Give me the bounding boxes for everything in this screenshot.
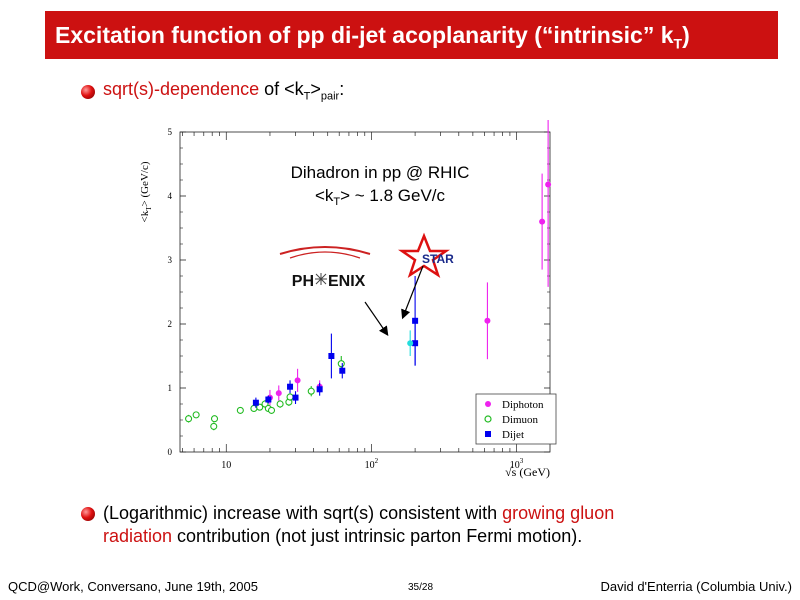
bullet-2-line2: contribution (not just intrinsic parton …: [172, 526, 583, 546]
dijet-point: [252, 399, 259, 406]
dijet-point: [287, 383, 294, 390]
diphoton-point: [484, 317, 491, 324]
chart-legend: Diphoton Dimuon Dijet: [475, 393, 557, 445]
footer-right: David d'Enterria (Columbia Univ.): [600, 579, 792, 594]
annotation-dihadron-line1: Dihadron in pp @ RHIC: [291, 163, 470, 182]
slide-title: Excitation function of pp di-jet acoplan…: [45, 11, 778, 59]
phenix-logo-arc: [279, 246, 371, 255]
slide-title-text: Excitation function of pp di-jet acoplan…: [55, 22, 674, 48]
bullet-1-sub1: T: [303, 90, 311, 103]
bullet-icon: [81, 507, 95, 521]
slide-title-subscript: T: [673, 35, 683, 52]
dimuon-point: [210, 422, 218, 430]
dimuon-point: [267, 406, 276, 414]
phenix-logo-text-a: PH: [292, 273, 314, 290]
bullet-1-part3: >: [310, 79, 321, 99]
x-tick-label: 102: [365, 457, 379, 471]
y-tick-label: 2: [168, 319, 173, 329]
legend-marker-diphoton: [485, 401, 491, 407]
phenix-logo: PH ENIX: [279, 246, 371, 290]
dimuon-point: [337, 360, 345, 368]
slide-title-close: ): [682, 22, 690, 48]
phenix-logo-burst: [315, 273, 327, 285]
dihadron-in-pp-rhic-point: [407, 340, 414, 347]
chart-data-layer: [185, 120, 552, 431]
dimuon-point: [276, 400, 284, 408]
bullet-icon: [81, 85, 95, 99]
annotation-line2-b: > ~ 1.8 GeV/c: [340, 186, 445, 205]
phenix-logo-arc-inner: [289, 251, 361, 259]
diphoton-point: [545, 181, 552, 188]
star-logo: STAR: [397, 232, 454, 278]
y-tick-label: 4: [168, 191, 173, 201]
diphoton-point: [294, 377, 301, 384]
phenix-logo-text-b: ENIX: [328, 273, 366, 290]
x-tick-exponent: 2: [375, 457, 379, 465]
y-axis-label: <kT> (GeV/c): [139, 161, 153, 222]
footer-left: QCD@Work, Conversano, June 19th, 2005: [8, 579, 258, 594]
y-axis-label-sub: T: [145, 206, 153, 211]
y-tick-label: 3: [168, 255, 173, 265]
y-tick-label: 0: [168, 447, 173, 457]
dijet-point: [412, 317, 419, 324]
diphoton-point: [275, 390, 282, 397]
legend-marker-dimuon: [484, 415, 492, 423]
bullet-2-highlight-2: radiation: [103, 526, 173, 546]
annotation-line2-a: <k: [315, 186, 334, 205]
legend-marker-dijet: [485, 431, 491, 437]
y-axis-label-tail: > (GeV/c): [139, 161, 151, 206]
legend-label-diphoton: Diphoton: [502, 399, 544, 411]
dimuon-point: [210, 415, 219, 423]
diphoton-point: [539, 218, 546, 225]
dijet-point: [328, 353, 335, 359]
phenix-arrow: [364, 301, 389, 336]
bullet-1-part4: :: [339, 79, 345, 99]
dijet-point: [292, 394, 299, 401]
annotation-dihadron-line2: <kT> ~ 1.8 GeV/c: [315, 186, 446, 208]
x-axis-label: √s (GeV): [505, 465, 550, 479]
footer-page-number: 35/28: [408, 582, 434, 593]
x-tick-label: 10: [221, 460, 231, 471]
y-tick-label: 5: [168, 127, 173, 137]
dijet-point: [316, 386, 323, 393]
legend-label-dimuon: Dimuon: [502, 414, 539, 426]
annotation-line2-sub: T: [333, 196, 340, 208]
dimuon-point: [185, 415, 193, 423]
dimuon-point: [307, 387, 315, 395]
star-arrow: [401, 265, 424, 320]
dimuon-point: [236, 406, 244, 414]
bullet-1-sub2: pair: [320, 90, 340, 103]
y-axis-label-a: <k: [139, 210, 151, 222]
dijet-point: [265, 396, 272, 403]
bullet-2-line1: (Logarithmic) increase with sqrt(s) cons…: [103, 503, 503, 523]
y-tick-label: 1: [168, 383, 173, 393]
x-tick-exponent: 3: [520, 457, 524, 465]
dimuon-point: [286, 393, 294, 401]
bullet-2-highlight-1: growing gluon: [502, 503, 615, 523]
bullet-1-part2: of <k: [259, 79, 304, 99]
legend-label-dijet: Dijet: [502, 429, 524, 441]
dijet-point: [339, 367, 346, 374]
dimuon-point: [192, 411, 200, 419]
star-logo-text: STAR: [422, 252, 454, 266]
bullet-1-highlight: sqrt(s)-dependence: [103, 79, 260, 99]
bullet-1-text: sqrt(s)-dependence of <kT>pair:: [103, 78, 344, 109]
star-logo-shape: [397, 232, 451, 278]
bullet-2-text: (Logarithmic) increase with sqrt(s) cons…: [103, 502, 783, 548]
